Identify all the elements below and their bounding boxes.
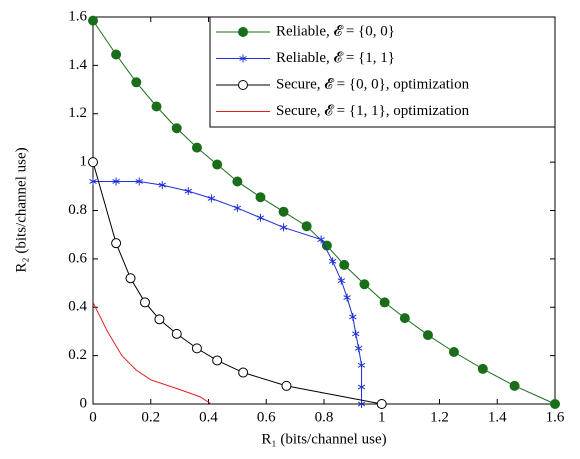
marker xyxy=(301,221,312,232)
marker xyxy=(352,329,360,338)
marker xyxy=(184,187,193,196)
legend-marker xyxy=(238,80,248,90)
marker xyxy=(154,314,165,325)
marker xyxy=(232,176,243,187)
x-tick-label: 1.6 xyxy=(546,409,565,425)
marker xyxy=(256,213,265,222)
marker xyxy=(125,273,136,284)
marker xyxy=(171,123,182,134)
marker xyxy=(88,157,98,168)
y-tick-label: 0.6 xyxy=(68,250,87,266)
marker xyxy=(111,238,122,249)
marker xyxy=(131,77,142,88)
marker xyxy=(343,293,351,302)
legend-label: Reliable, 𝓔 = {0, 0} xyxy=(276,23,395,39)
marker xyxy=(509,380,520,391)
x-axis-label: R₁ (bits/channel use) xyxy=(261,431,386,447)
marker xyxy=(89,177,97,186)
marker xyxy=(158,181,167,190)
x-tick-label: 0.2 xyxy=(141,409,160,425)
marker xyxy=(112,177,120,186)
marker xyxy=(151,101,162,112)
marker xyxy=(339,259,350,270)
marker xyxy=(212,355,223,366)
marker xyxy=(139,297,150,308)
marker xyxy=(171,328,182,339)
x-tick-label: 0.6 xyxy=(257,409,276,425)
x-tick-label: 0.8 xyxy=(315,409,334,425)
legend-label: Secure, 𝓔 = {1, 1}, optimization xyxy=(276,103,470,119)
marker xyxy=(448,346,459,357)
marker xyxy=(376,399,387,409)
y-tick-label: 1.2 xyxy=(68,105,87,121)
marker xyxy=(238,367,249,378)
x-tick-label: 1.2 xyxy=(430,409,449,425)
marker xyxy=(135,177,143,186)
legend-box xyxy=(209,16,556,128)
marker xyxy=(317,235,325,244)
marker xyxy=(233,204,242,213)
legend-marker xyxy=(239,54,247,63)
y-tick-label: 1.6 xyxy=(68,8,87,24)
series-line xyxy=(93,180,363,404)
marker xyxy=(255,192,266,203)
series-line xyxy=(92,161,382,405)
marker xyxy=(357,400,366,408)
marker xyxy=(349,312,357,321)
marker xyxy=(357,361,366,370)
marker xyxy=(321,240,332,251)
y-tick-label: 0.8 xyxy=(68,202,87,218)
marker xyxy=(477,363,488,374)
legend-label: Reliable, 𝓔 = {1, 1} xyxy=(276,50,395,66)
y-tick-label: 0 xyxy=(80,395,88,411)
marker xyxy=(212,159,223,170)
marker xyxy=(550,399,560,409)
marker xyxy=(278,206,289,217)
marker xyxy=(359,279,370,290)
x-tick-label: 0.4 xyxy=(199,409,218,425)
x-tick-label: 1 xyxy=(378,409,386,425)
marker xyxy=(207,194,216,203)
marker xyxy=(279,223,288,232)
marker xyxy=(357,383,366,392)
marker xyxy=(337,276,346,285)
marker xyxy=(354,344,363,353)
marker xyxy=(281,380,292,391)
marker xyxy=(422,330,433,341)
marker xyxy=(111,49,122,60)
y-tick-label: 1 xyxy=(80,154,88,170)
y-tick-label: 0.2 xyxy=(68,347,87,363)
marker xyxy=(379,297,390,308)
series-line xyxy=(92,302,212,405)
y-axis-label: R₂ (bits/channel use) xyxy=(13,147,29,272)
y-tick-label: 1.4 xyxy=(68,57,87,73)
marker xyxy=(88,15,98,26)
marker xyxy=(191,343,202,354)
marker xyxy=(328,257,337,266)
legend-marker xyxy=(238,27,248,37)
y-tick-label: 0.4 xyxy=(68,299,87,315)
legend-label: Secure, 𝓔 = {0, 0}, optimization xyxy=(276,76,470,92)
marker xyxy=(399,313,410,324)
marker xyxy=(191,142,202,153)
x-tick-label: 1.4 xyxy=(488,409,507,425)
x-tick-label: 0 xyxy=(89,409,97,425)
